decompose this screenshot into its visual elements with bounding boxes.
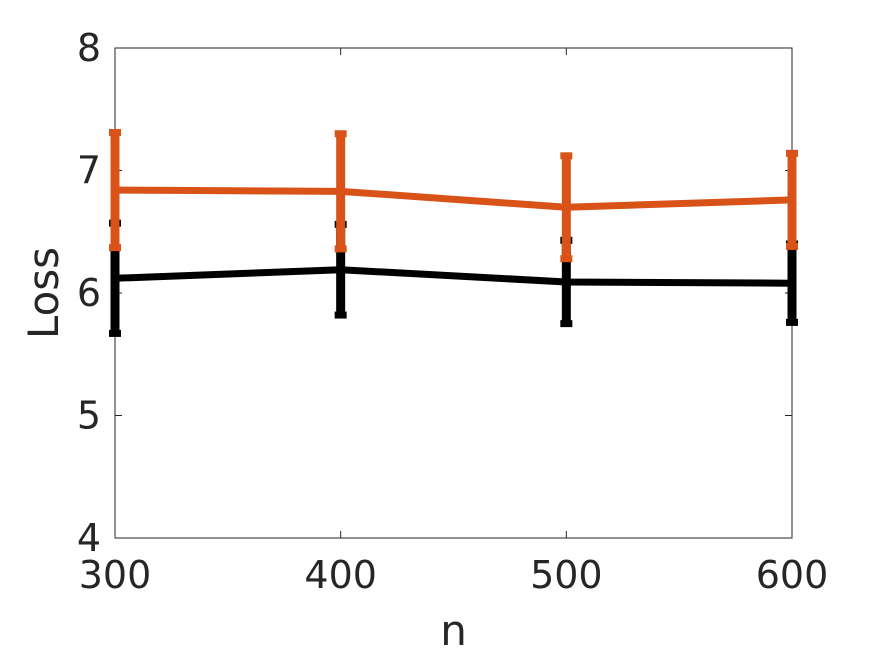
series-line	[114, 266, 793, 287]
y-tick-label: 8	[77, 26, 101, 70]
series-line	[114, 186, 793, 211]
x-tick-label: 600	[756, 553, 829, 597]
x-axis-ticks: 300 400 500 600	[79, 48, 829, 597]
x-tick-label: 300	[79, 553, 152, 597]
x-tick-label: 400	[304, 553, 377, 597]
y-tick-label: 6	[77, 271, 101, 315]
y-tick-label: 4	[77, 516, 101, 560]
x-axis-title: n	[440, 606, 467, 655]
y-tick-label: 7	[77, 149, 101, 193]
series-2	[109, 129, 798, 263]
series-layer	[109, 129, 798, 337]
x-tick-label: 500	[530, 553, 603, 597]
plot-area	[114, 47, 793, 539]
y-axis-ticks: 4 5 6 7 8	[77, 26, 792, 560]
y-tick-label: 5	[77, 394, 101, 438]
y-axis-title: Loss	[19, 247, 68, 339]
